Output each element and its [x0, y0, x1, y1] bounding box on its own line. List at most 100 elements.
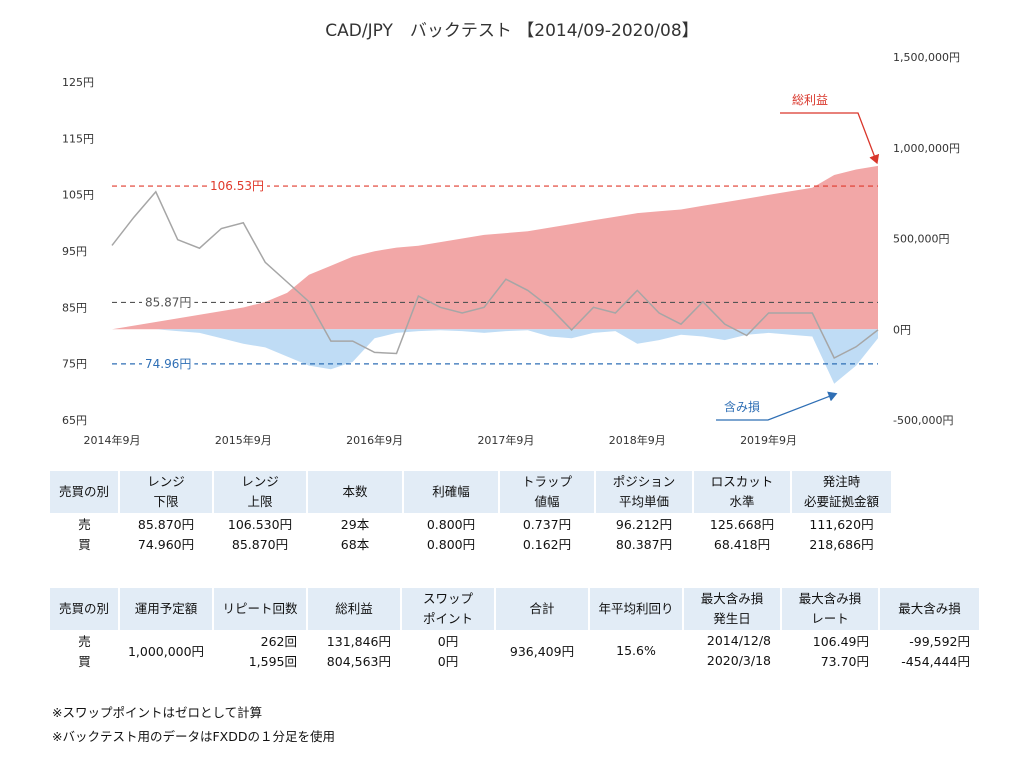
- header-cell: 運用予定額: [119, 588, 214, 630]
- annotation-arrow: [716, 391, 838, 421]
- table-cell: 262回: [260, 633, 297, 649]
- settings-header-row: 売買の別 レンジ 下限 レンジ 上限 本数 利確幅 トラップ 値幅 ポジション …: [50, 471, 893, 513]
- left-tick-label: 115円: [62, 132, 94, 145]
- table-cell: 0.800円: [426, 536, 476, 552]
- plot-area: [112, 165, 878, 384]
- x-tick-label: 2015年9月: [215, 433, 272, 447]
- header-cell: 合計: [495, 588, 590, 630]
- x-tick-label: 2018年9月: [609, 433, 666, 447]
- header-cell: 本数: [307, 471, 404, 513]
- reference-label: 85.87円: [145, 295, 191, 309]
- side-cell: 売: [78, 633, 91, 649]
- table-cell: 804,563円: [326, 653, 391, 669]
- header-cell: ロスカット 水準: [693, 471, 792, 513]
- table-cell: -99,592円: [909, 633, 970, 649]
- note-swap: ※スワップポイントはゼロとして計算: [52, 705, 263, 720]
- left-tick-label: 105円: [62, 189, 94, 202]
- annotation-unrealized-loss: 含み損: [724, 399, 760, 414]
- table-row: 売 1,000,000円 262回 131,846円 0円 936,409円 1…: [50, 630, 980, 659]
- left-tick-label: 125円: [62, 76, 94, 89]
- table-cell: 0.737円: [522, 516, 572, 532]
- total-cell: 936,409円: [509, 643, 575, 659]
- x-tick-label: 2014年9月: [84, 433, 141, 447]
- header-cell: ポジション 平均単価: [595, 471, 694, 513]
- table-cell: 73.70円: [820, 653, 869, 669]
- table-cell: 125.668円: [709, 516, 775, 532]
- reference-lines: 106.53円 85.87円 74.96円: [112, 178, 878, 372]
- header-cell: リピート回数: [213, 588, 308, 630]
- reference-label-bg: [142, 294, 195, 311]
- table-cell: 売: [78, 516, 91, 532]
- table-cell: 0.800円: [426, 516, 476, 532]
- header-cell: 売買の別: [50, 471, 120, 513]
- right-tick-label: 500,000円: [893, 233, 950, 246]
- table-cell: 2014/12/8: [706, 632, 771, 648]
- side-cell: 買: [78, 653, 91, 669]
- reference-label: 106.53円: [210, 179, 264, 193]
- table-row: 買 1,595回 804,563円 0円 2020/3/18 73.70円 -4…: [50, 650, 980, 670]
- area-含み損: [112, 329, 878, 384]
- table-cell: 2020/3/18: [706, 652, 771, 668]
- backtest-chart: CAD/JPY バックテスト 【2014/09-2020/08】 106.53円…: [62, 21, 960, 447]
- table-cell: 218,686円: [809, 536, 874, 552]
- header-cell: 利確幅: [403, 471, 500, 513]
- left-tick-label: 75円: [62, 358, 87, 371]
- price-line: [111, 190, 879, 360]
- left-tick-label: 95円: [62, 245, 87, 258]
- header-cell: レンジ 上限: [213, 471, 308, 513]
- x-tick-label: 2016年9月: [346, 433, 403, 447]
- table-cell: 85.870円: [137, 516, 195, 532]
- reference-label-bg: [207, 178, 267, 195]
- right-tick-label: -500,000円: [893, 414, 953, 427]
- note-data-source: ※バックテスト用のデータはFXDDの１分足を使用: [52, 729, 335, 744]
- header-cell: レンジ 下限: [119, 471, 214, 513]
- left-tick-label: 85円: [62, 301, 87, 314]
- left-tick-label: 65円: [62, 414, 87, 427]
- header-cell: スワップ ポイント: [401, 588, 496, 630]
- x-axis: 2014年9月 2015年9月 2016年9月 2017年9月 2018年9月 2019年…: [84, 433, 798, 447]
- annotation-total-profit: 総利益: [792, 93, 828, 107]
- header-cell: 最大含み損: [879, 588, 981, 630]
- x-tick-label: 2019年9月: [740, 433, 797, 447]
- header-cell: 年平均利回り: [589, 588, 684, 630]
- header-cell: 売買の別: [50, 588, 120, 630]
- results-table: 売買の別 運用予定額 リピート回数 総利益 スワップ ポイント 合計 年平均利回…: [50, 588, 981, 670]
- table-cell: 68本: [340, 536, 370, 552]
- table-cell: 0円: [437, 653, 459, 669]
- table-cell: 74.960円: [137, 536, 195, 552]
- table-cell: 68.418円: [713, 536, 771, 552]
- right-tick-label: 1,500,000円: [893, 51, 960, 64]
- table-cell: 80.387円: [615, 536, 673, 552]
- right-axis: 1,500,000円 1,000,000円 500,000円 0円 -500,000円: [893, 51, 960, 427]
- right-tick-label: 1,000,000円: [893, 142, 960, 155]
- price-series: [111, 190, 879, 360]
- chart-title: CAD/JPY バックテスト 【2014/09-2020/08】: [325, 21, 698, 41]
- header-cell: 最大含み損 レート: [781, 588, 880, 630]
- reference-label: 74.96円: [145, 357, 191, 371]
- table-cell: 1,595回: [248, 653, 297, 669]
- table-cell: -454,444円: [901, 653, 970, 669]
- table-cell: 106.49円: [812, 633, 869, 649]
- table-cell: 111,620円: [809, 516, 874, 532]
- header-cell: トラップ 値幅: [499, 471, 596, 513]
- table-cell: 85.870円: [231, 536, 289, 552]
- table-cell: 106.530円: [227, 516, 293, 532]
- area-総利益: [112, 165, 878, 330]
- annotation-arrow: [780, 112, 880, 165]
- left-axis: 125円 115円 105円 95円 85円 75円 65円: [62, 76, 94, 427]
- right-tick-label: 0円: [893, 323, 911, 336]
- table-cell: 買: [78, 536, 91, 552]
- yield-cell: 15.6%: [616, 642, 656, 658]
- table-cell: 131,846円: [326, 633, 391, 649]
- header-cell: 発注時 必要証拠金額: [791, 471, 893, 513]
- settings-table: 売買の別 レンジ 下限 レンジ 上限 本数 利確幅 トラップ 値幅 ポジション …: [50, 471, 893, 553]
- table-row: 売 85.870円 106.530円 29本 0.800円 0.737円 96.…: [50, 513, 892, 533]
- table-row: 買 74.960円 85.870円 68本 0.800円 0.162円 80.3…: [50, 533, 892, 553]
- table-cell: 96.212円: [615, 516, 673, 532]
- results-header-row: 売買の別 運用予定額 リピート回数 総利益 スワップ ポイント 合計 年平均利回…: [50, 588, 981, 630]
- table-cell: 29本: [340, 516, 370, 532]
- budget-cell: 1,000,000円: [127, 643, 205, 659]
- table-cell: 0.162円: [522, 536, 572, 552]
- table-cell: 0円: [437, 633, 459, 649]
